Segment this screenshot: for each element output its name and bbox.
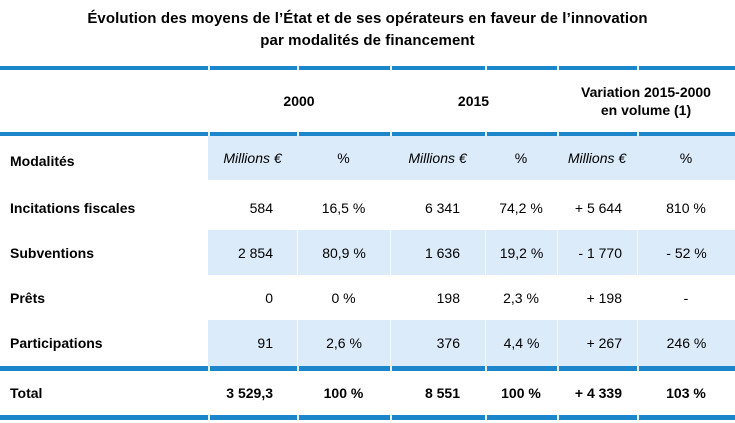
rule-segment (208, 415, 297, 420)
rule-segment (637, 132, 735, 136)
subheader-2015-millions: Millions € (390, 136, 485, 185)
cell-2000-millions: 2 854 (208, 230, 297, 275)
cell-2015-millions: 198 (436, 289, 460, 306)
rule-segment (0, 366, 208, 371)
cell-2015-millions: 1 636 (390, 230, 485, 275)
cell-variation-millions: + 5 644 (574, 199, 622, 216)
rule-bottom (0, 415, 735, 420)
rule-segment (557, 415, 637, 420)
cell-variation-pct: - 52 % (637, 230, 735, 275)
cell-2015-pct: 4,4 % (485, 320, 557, 366)
cell-variation-millions: + 4 339 (574, 385, 622, 401)
rule-segment (390, 66, 485, 70)
cell-2000-millions: 91 (208, 320, 297, 366)
cell-variation-pct: 810 % (666, 199, 706, 216)
cell-2015-pct: 19,2 % (485, 230, 557, 275)
cell-variation-millions: - 1 770 (557, 230, 637, 275)
rule-segment (485, 366, 557, 371)
cell-variation-millions: + 198 (586, 289, 622, 306)
table-row-prets: Prêts 0 0 % 198 2,3 % + 198 - (0, 275, 735, 320)
table-title: Évolution des moyens de l’État et de ses… (0, 0, 735, 66)
rule-segment (208, 132, 297, 136)
cell-variation-pct: 103 % (666, 385, 706, 401)
cell-2000-millions: 0 (265, 289, 273, 306)
table-row-incitations-fiscales: Incitations fiscales 584 16,5 % 6 341 74… (0, 185, 735, 230)
cell-2015-millions: 6 341 (424, 199, 460, 216)
subheader-2000-millions: Millions € (208, 136, 297, 185)
cell-2015-millions: 8 551 (424, 385, 460, 401)
row-label: Prêts (10, 289, 46, 306)
variation-header-line-1: Variation 2015-2000 (581, 84, 711, 100)
rule-segment (0, 132, 208, 136)
rule-segment (637, 366, 735, 371)
table-row-total: Total 3 529,3 100 % 8 551 100 % + 4 339 … (0, 371, 735, 415)
col-group-variation: Variation 2015-2000 en volume (1) (557, 70, 735, 132)
subheader-row: Modalités Millions € % Millions € % Mill… (0, 136, 735, 185)
subheader-2015-pct: % (485, 136, 557, 185)
rule-segment (390, 366, 485, 371)
cell-2015-pct: 74,2 % (499, 199, 543, 216)
rule-under-years (0, 132, 735, 136)
rule-segment (637, 66, 735, 70)
subheader-2000-pct: % (297, 136, 390, 185)
rule-segment (557, 66, 637, 70)
cell-variation-pct: 246 % (637, 320, 735, 366)
rule-segment (390, 132, 485, 136)
cell-2000-millions: 3 529,3 (226, 385, 273, 401)
row-label: Participations (10, 335, 103, 351)
row-label: Subventions (10, 244, 95, 261)
rule-segment (0, 66, 208, 70)
cell-2015-millions: 376 (390, 320, 485, 366)
cell-2000-pct: 100 % (323, 385, 364, 401)
rule-segment (485, 66, 557, 70)
rule-segment (297, 415, 390, 420)
cell-variation-pct: - (683, 289, 689, 306)
year-header-row: 2000 2015 Variation 2015-2000 en volume … (0, 70, 735, 132)
subheader-variation-pct: % (637, 136, 735, 185)
rule-segment (637, 415, 735, 420)
financing-modalities-table: 2000 2015 Variation 2015-2000 en volume … (0, 66, 735, 420)
title-line-1: Évolution des moyens de l’État et de ses… (87, 10, 648, 27)
cell-2000-millions: 584 (249, 199, 273, 216)
cell-2015-pct: 2,3 % (503, 289, 539, 306)
table-row-subventions: Subventions 2 854 80,9 % 1 636 19,2 % - … (0, 230, 735, 275)
rule-segment (557, 132, 637, 136)
rule-segment (208, 366, 297, 371)
table-row-participations: Participations 91 2,6 % 376 4,4 % + 267 … (0, 320, 735, 366)
variation-header-line-2: en volume (1) (600, 102, 692, 118)
rule-segment (297, 366, 390, 371)
rule-segment (557, 366, 637, 371)
row-label: Total (10, 385, 43, 401)
rule-segment (485, 415, 557, 420)
subheader-variation-millions: Millions € (557, 136, 637, 185)
cell-2000-pct: 80,9 % (297, 230, 390, 275)
rule-segment (297, 132, 390, 136)
row-label: Incitations fiscales (10, 199, 136, 216)
col-group-2000: 2000 (283, 93, 315, 109)
rule-above-total (0, 366, 735, 371)
cell-2000-pct: 0 % (331, 289, 356, 306)
rule-segment (485, 132, 557, 136)
corner-empty-cell (0, 70, 208, 132)
rule-segment (208, 66, 297, 70)
cell-2000-pct: 16,5 % (321, 199, 366, 216)
cell-variation-millions: + 267 (557, 320, 637, 366)
col-group-2015: 2015 (457, 93, 490, 109)
title-line-2: par modalités de financement (260, 32, 475, 49)
rule-segment (297, 66, 390, 70)
cell-2000-pct: 2,6 % (297, 320, 390, 366)
rule-segment (390, 415, 485, 420)
rule-top (0, 66, 735, 70)
rule-segment (0, 415, 208, 420)
cell-2015-pct: 100 % (501, 385, 541, 401)
modalites-header: Modalités (10, 152, 75, 169)
